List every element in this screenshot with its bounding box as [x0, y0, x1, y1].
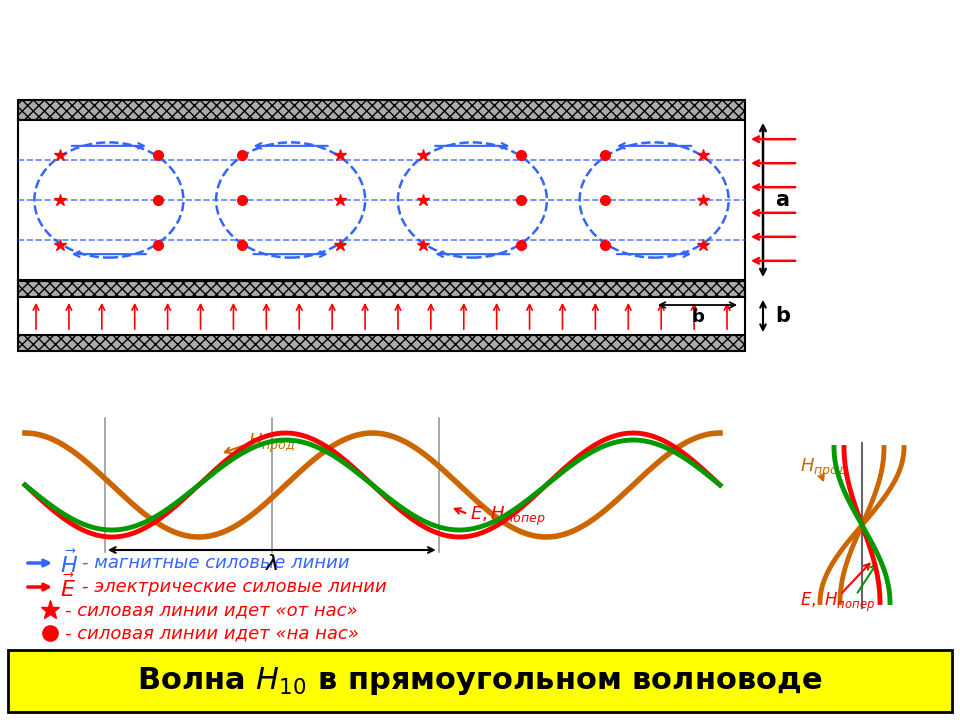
Text: Волна $\mathit{H}_{10}$ в прямоугольном волноводе: Волна $\mathit{H}_{10}$ в прямоугольном … [137, 665, 823, 697]
Text: a: a [775, 190, 789, 210]
Bar [18, 120, 745, 280]
Text: b: b [691, 308, 704, 326]
Text: $\mathit{H}_{прод}$: $\mathit{H}_{прод}$ [800, 456, 848, 480]
Bar [18, 280, 745, 300]
Text: - магнитные силовые линии: - магнитные силовые линии [82, 554, 349, 572]
Text: $\vec{H}$: $\vec{H}$ [60, 549, 78, 577]
Text: - силовая линии идет «на нас»: - силовая линии идет «на нас» [65, 624, 359, 642]
Text: b: b [775, 306, 790, 326]
Text: $\mathit{E},\ \mathit{H}_{попер}$: $\mathit{E},\ \mathit{H}_{попер}$ [800, 590, 876, 613]
Bar [18, 281, 745, 297]
Text: - электрические силовые линии: - электрические силовые линии [82, 578, 387, 596]
Bar [18, 100, 745, 120]
Text: $\vec{E}$: $\vec{E}$ [60, 573, 76, 600]
Bar [18, 335, 745, 351]
Bar [8, 650, 952, 712]
Bar [18, 297, 745, 335]
Text: $\lambda$: $\lambda$ [265, 554, 278, 574]
Text: $\mathit{E},\mathit{H}_{попер}$: $\mathit{E},\mathit{H}_{попер}$ [470, 505, 545, 528]
Text: - силовая линии идет «от нас»: - силовая линии идет «от нас» [65, 601, 358, 619]
Text: $\mathit{H}_{прод}$: $\mathit{H}_{прод}$ [248, 431, 296, 454]
